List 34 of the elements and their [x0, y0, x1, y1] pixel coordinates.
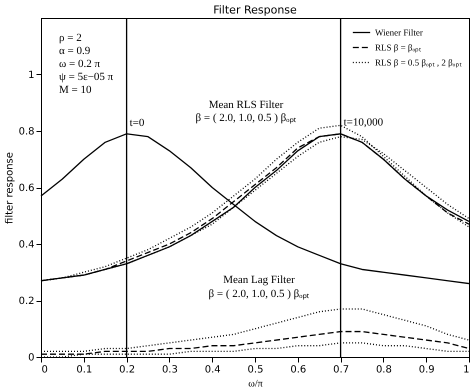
x-tick-label: 0.3 [162, 364, 178, 376]
annotation: t=10,000 [344, 116, 384, 129]
annotation: α = 0.9 [59, 45, 91, 57]
annotation: β = ( 2.0, 1.0, 0.5 ) βₒₚₜ [196, 112, 296, 124]
chart-title: Filter Response [213, 3, 298, 16]
y-axis-title: filter response [4, 152, 16, 224]
y-tick-label: 0 [28, 352, 34, 364]
legend-label: RLS β = βₒₚₜ [375, 42, 422, 54]
y-tick-label: 0.8 [18, 126, 34, 138]
ref-line-label: t=0 [130, 117, 145, 129]
annotation: M = 10 [59, 84, 92, 96]
annotation: ψ = 5ε−05 π [59, 71, 114, 83]
x-tick-label: 0.9 [418, 364, 435, 376]
x-tick-label: 1 [463, 364, 470, 376]
annotation: β = ( 2.0, 1.0, 0.5 ) βₒₚₜ [208, 288, 310, 300]
x-tick-label: 0.6 [290, 364, 306, 376]
y-tick-label: 0.2 [18, 296, 34, 307]
annotation: ρ = 2 [59, 32, 82, 44]
annotation: Mean Lag Filter [223, 274, 296, 286]
x-tick-label: 0.1 [76, 364, 92, 376]
x-tick-label: 0.7 [333, 364, 350, 376]
annotation: ω = 0.2 π [59, 58, 100, 70]
x-tick-label: 0.8 [376, 364, 392, 376]
y-tick-label: 1 [28, 70, 34, 81]
x-tick-label: 0.2 [119, 364, 136, 376]
annotation: Mean RLS Filter [208, 99, 284, 111]
y-tick-label: 0.6 [18, 183, 34, 194]
x-tick-label: 0 [42, 364, 48, 376]
x-axis-title: ω/π [248, 378, 263, 390]
x-tick-label: 0.5 [248, 364, 264, 376]
y-tick-label: 0.4 [18, 240, 34, 250]
legend-label: Wiener Filter [375, 28, 423, 38]
legend-label: RLS β = 0.5 βₒₚₜ , 2 βₒₚₜ [375, 58, 462, 68]
x-tick-label: 0.4 [204, 364, 221, 376]
